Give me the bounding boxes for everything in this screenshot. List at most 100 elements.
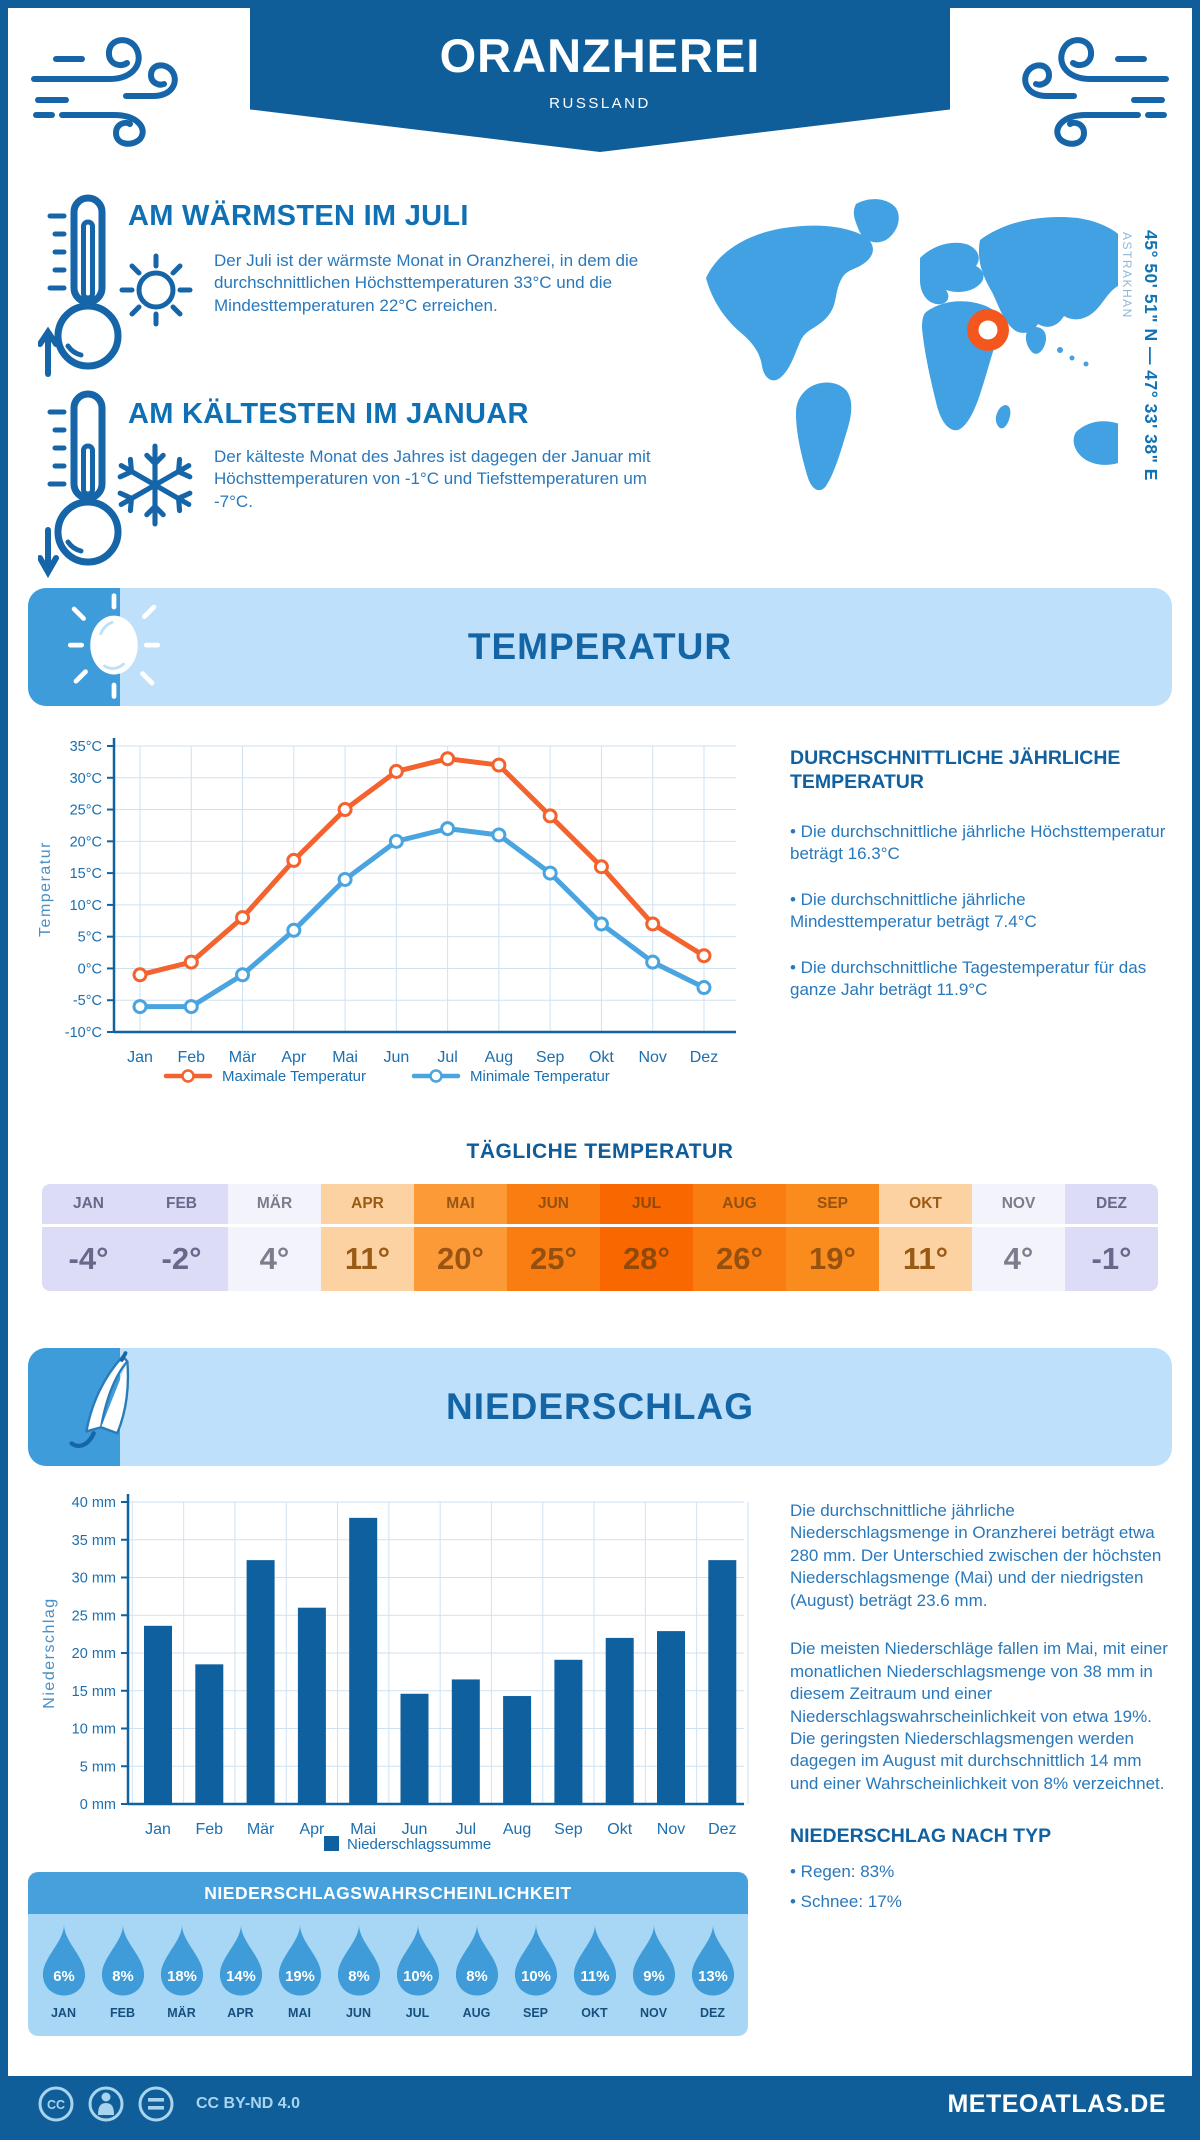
precipitation-section-band: NIEDERSCHLAG [28, 1348, 1172, 1466]
data-point [337, 871, 353, 887]
probability-DEZ: 13% DEZ [683, 1922, 742, 2036]
y-tick: 20°C [70, 834, 102, 850]
continent-north-america [706, 225, 873, 381]
probability-value: 10% [521, 1969, 551, 1985]
data-point [696, 948, 712, 964]
daily-temp-value: 20° [414, 1227, 507, 1291]
probability-month-label: JUL [405, 2006, 430, 2020]
precip-bar-Mär [246, 1560, 275, 1804]
x-tick: Aug [503, 1821, 531, 1838]
raindrop-icon: 8% [455, 1924, 498, 1996]
precip-paragraph: Die durchschnittliche jährliche Niedersc… [790, 1501, 1162, 1610]
data-point [337, 802, 353, 818]
daily-cell-AUG: AUG 26° [693, 1184, 786, 1291]
annual-bullet: • Die durchschnittliche jährliche Höchst… [790, 821, 1166, 863]
temperature-section-band: TEMPERATUR [28, 588, 1172, 706]
x-tick: Feb [177, 1049, 205, 1066]
precip-bar-Jun [400, 1693, 429, 1804]
data-point [593, 916, 609, 932]
probability-JAN: 6% JAN [34, 1922, 93, 2036]
precip-bar-Aug [503, 1696, 532, 1804]
site-label: METEOATLAS.DE [947, 2089, 1166, 2118]
data-point [593, 859, 609, 875]
y-tick: -5°C [73, 993, 102, 1009]
probability-MÄR: 18% MÄR [152, 1922, 211, 2036]
probability-month-label: JUN [345, 2006, 371, 2020]
nd-icon [148, 2098, 164, 2102]
annual-bullet: • Die durchschnittliche Tagestemperatur … [790, 958, 1147, 1000]
daily-cell-OKT: OKT 11° [879, 1184, 972, 1291]
annual-temperature-panel: DURCHSCHNITTLICHE JÄHRLICHE TEMPERATUR •… [790, 746, 1168, 1025]
x-tick: Feb [196, 1821, 224, 1838]
probability-value: 14% [226, 1969, 256, 1985]
x-tick: Sep [536, 1049, 565, 1066]
x-tick: Aug [485, 1049, 513, 1066]
x-tick: Mai [350, 1821, 376, 1838]
continent-asia [979, 216, 1118, 333]
y-axis-label: Niederschlag [41, 1597, 58, 1708]
raindrop-icon: 18% [160, 1924, 203, 1996]
world-map [706, 199, 1118, 491]
data-point [491, 827, 507, 843]
raindrop-icon: 10% [514, 1924, 557, 1996]
continent-europe [920, 242, 984, 305]
precip-bar-Jul [451, 1679, 480, 1804]
attribution-icon [101, 2092, 111, 2102]
data-point [388, 763, 404, 779]
x-tick: Dez [690, 1049, 718, 1066]
x-tick: Mär [247, 1821, 275, 1838]
precipitation-section-title: NIEDERSCHLAG [445, 1386, 755, 1427]
data-point [183, 999, 199, 1015]
daily-temperature-table: JAN -4° FEB -2° MÄR 4° APR 11° MAI 20° JUN 25° JUL 28… [42, 1184, 1158, 1291]
thermometer-up-icon [38, 194, 122, 377]
probability-title: NIEDERSCHLAGSWAHRSCHEINLICHKEIT [28, 1872, 748, 1914]
data-point [132, 967, 148, 983]
probability-value: 18% [167, 1969, 197, 1985]
y-tick: 10°C [70, 898, 102, 914]
temperature-chart: -10°C -5°C 0°C 5°C 10°C 15°C 20°C 25°C 30°C 35°C J… [36, 724, 746, 1096]
daily-cell-JAN: JAN -4° [42, 1184, 135, 1291]
raindrop-icon: 8% [337, 1924, 380, 1996]
daily-temp-value: 28° [600, 1227, 693, 1291]
temperature-section-title: TEMPERATUR [467, 626, 733, 667]
probability-JUL: 10% JUL [388, 1922, 447, 2036]
probability-month-label: DEZ [700, 2006, 725, 2020]
warm-heading: AM WÄRMSTEN IM JULI [128, 200, 469, 232]
data-point [542, 808, 558, 824]
data-point [235, 967, 251, 983]
annual-heading: DURCHSCHNITTLICHE JÄHRLICHE TEMPERATUR [790, 747, 1121, 794]
raindrop-icon: 9% [632, 1924, 675, 1996]
daily-cell-FEB: FEB -2° [135, 1184, 228, 1291]
page-subtitle: RUSSLAND [549, 95, 651, 112]
sun-band-icon [67, 593, 161, 699]
precip-bar-Okt [605, 1637, 634, 1804]
x-tick: Apr [281, 1049, 307, 1066]
cold-heading: AM KÄLTESTEN IM JANUAR [128, 398, 529, 430]
data-point [491, 757, 507, 773]
daily-temp-value: -1° [1065, 1227, 1158, 1291]
probability-month-label: OKT [581, 2006, 608, 2020]
continent-south-america [796, 382, 852, 491]
probability-month-label: AUG [462, 2006, 491, 2020]
data-point [645, 916, 661, 932]
probability-month-label: SEP [522, 2006, 548, 2020]
x-tick: Mai [332, 1049, 358, 1066]
daily-month-label: MAI [414, 1184, 507, 1227]
legend-label: Maximale Temperatur [222, 1068, 366, 1085]
legend-label: Niederschlagssumme [347, 1836, 491, 1853]
y-tick: 25 mm [72, 1608, 116, 1624]
probability-AUG: 8% AUG [447, 1922, 506, 2036]
precip-bar-Dez [708, 1560, 737, 1804]
daily-cell-DEZ: DEZ -1° [1065, 1184, 1158, 1291]
data-point [132, 999, 148, 1015]
region-south-asia [1025, 327, 1046, 354]
daily-month-label: SEP [786, 1184, 879, 1227]
raindrop-icon: 8% [101, 1924, 144, 1996]
daily-cell-JUL: JUL 28° [600, 1184, 693, 1291]
data-point [645, 954, 661, 970]
probability-value: 10% [403, 1969, 433, 1985]
probability-month-label: MAI [288, 2006, 311, 2020]
precip-type-heading: NIEDERSCHLAG NACH TYP [790, 1825, 1052, 1848]
probability-OKT: 11% OKT [565, 1922, 624, 2036]
y-tick: 25°C [70, 803, 102, 819]
